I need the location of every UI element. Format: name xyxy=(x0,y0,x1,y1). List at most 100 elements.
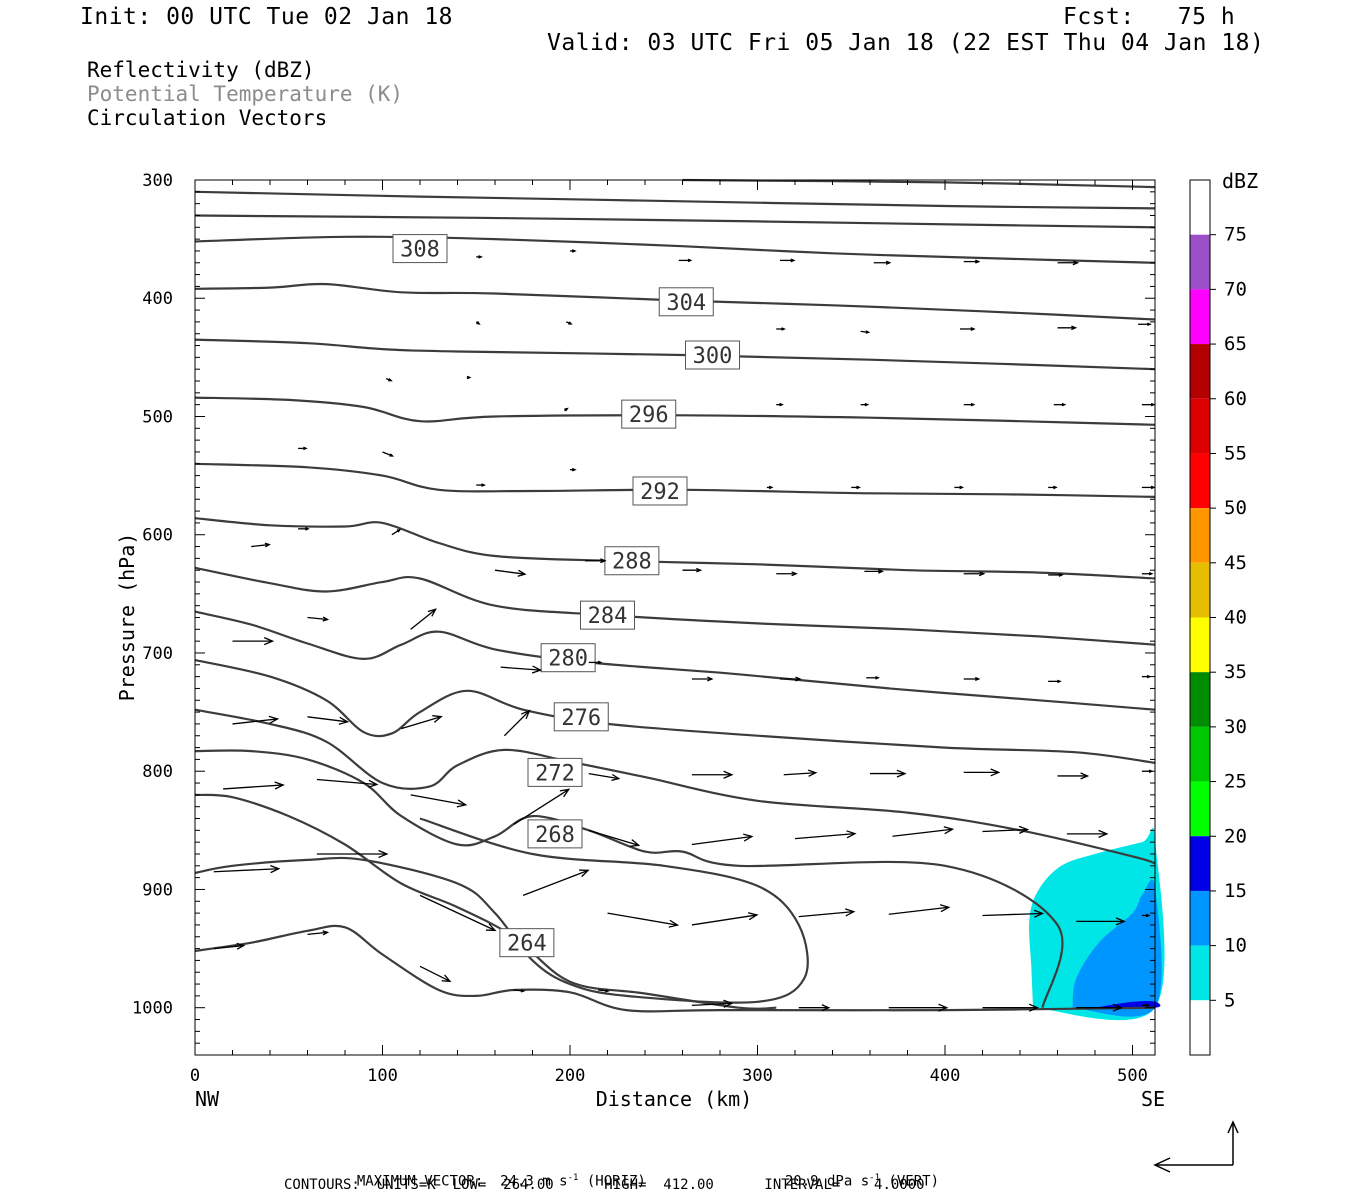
circulation-vector xyxy=(780,676,802,682)
circulation-vector xyxy=(794,830,857,840)
circulation-vector xyxy=(954,485,965,490)
circulation-vector xyxy=(982,909,1045,918)
max-vector-horiz-tail: (HORIZ) xyxy=(578,1173,646,1190)
contour-label-276: 276 xyxy=(561,706,601,731)
colorbar-label: 10 xyxy=(1224,935,1247,957)
theta-contour-12 xyxy=(194,817,809,1004)
contour-label-box-300 xyxy=(685,340,740,370)
circulation-vector xyxy=(982,825,1030,834)
contour-label-box-276 xyxy=(553,702,609,732)
contour-label-280: 280 xyxy=(548,647,588,672)
left-end-label: NW xyxy=(195,1087,220,1111)
theta-contour-300 xyxy=(194,338,1156,371)
colorbar-segment xyxy=(1190,289,1210,345)
circulation-vector xyxy=(476,483,486,487)
circulation-vector xyxy=(1141,571,1154,576)
colorbar-label: 75 xyxy=(1224,224,1247,246)
theta-contour-308 xyxy=(194,235,1156,264)
circulation-vector xyxy=(307,930,330,936)
colorbar-label: 30 xyxy=(1224,716,1247,738)
circulation-vector xyxy=(500,665,543,674)
y-tick-label: 300 xyxy=(142,171,173,191)
colorbar-segment xyxy=(1190,945,1210,1001)
theta-contour-15 xyxy=(194,214,1156,229)
circulation-vector xyxy=(888,1003,949,1012)
circulation-vector xyxy=(776,327,786,331)
contour-label-box-296 xyxy=(621,399,677,429)
contour-label-box-308 xyxy=(392,234,448,264)
circulation-vector xyxy=(466,375,472,380)
contour-label-box-304 xyxy=(658,287,714,317)
circulation-vector xyxy=(691,999,734,1008)
circulation-vector xyxy=(232,715,280,725)
y-tick-label: 900 xyxy=(142,880,173,900)
circulation-vector xyxy=(513,788,571,825)
valid-time: Valid: 03 UTC Fri 05 Jan 18 (22 EST Thu … xyxy=(547,30,1265,56)
colorbar-label: 40 xyxy=(1224,607,1247,629)
circulation-vector xyxy=(1138,322,1152,327)
circulation-vector xyxy=(1141,913,1151,918)
circulation-vector xyxy=(1048,572,1064,577)
circulation-vector xyxy=(223,781,285,790)
axis-layer: 300 400 500 600 700 800 900 1000 0 100 200 300 400 50… xyxy=(132,171,1155,1086)
max-vector-horiz-text: MAXIMUM VECTOR: 24.3 m s xyxy=(356,1173,568,1190)
circulation-vector xyxy=(866,676,880,680)
circulation-vector xyxy=(419,894,497,932)
circulation-vector xyxy=(607,912,680,928)
colorbar-segment xyxy=(1190,398,1210,454)
colorbar-segment xyxy=(1190,180,1210,235)
max-vector-horiz-exponent: -1 xyxy=(567,1173,579,1183)
circulation-vector xyxy=(513,988,526,993)
theta-contour-284 xyxy=(194,566,1156,646)
max-vector-vert-text: 20.9 dPa s xyxy=(784,1173,870,1190)
colorbar-segment xyxy=(1190,562,1210,618)
contour-label-284: 284 xyxy=(588,604,628,629)
circulation-vector xyxy=(522,869,590,896)
vectors-field-title: Circulation Vectors xyxy=(87,106,328,130)
theta-contour-276 xyxy=(194,659,1156,764)
theta-contour-264 xyxy=(194,793,777,1010)
x-tick-label: 100 xyxy=(367,1066,398,1086)
init-time: Init: 00 UTC Tue 02 Jan 18 xyxy=(80,4,454,30)
circulation-vector xyxy=(566,321,573,325)
circulation-vector xyxy=(691,770,734,779)
reference-vector-icon xyxy=(1153,1120,1239,1173)
colorbar-segment xyxy=(1190,234,1210,290)
colorbar-segment xyxy=(1190,453,1210,509)
x-tick-label: 400 xyxy=(930,1066,961,1086)
colorbar-segment xyxy=(1190,508,1210,563)
circulation-vector xyxy=(386,378,393,382)
circulation-vector xyxy=(598,988,610,993)
contour-label-268: 268 xyxy=(535,823,575,848)
circulation-vector xyxy=(888,904,951,915)
max-vector-vert-exponent: -1 xyxy=(869,1173,880,1183)
circulation-vector xyxy=(691,676,714,682)
circulation-vector xyxy=(1053,402,1067,407)
max-vector-vert-tail: (VERT) xyxy=(880,1173,940,1190)
theta-contour-304 xyxy=(194,282,1156,321)
circulation-vector xyxy=(213,942,246,950)
colorbar-label: 50 xyxy=(1224,497,1247,519)
circulation-vector xyxy=(798,1004,831,1012)
circulation-vector xyxy=(307,716,350,725)
theta-contour-292 xyxy=(194,462,1156,498)
circulation-vector xyxy=(963,676,981,682)
x-tick-label: 500 xyxy=(1117,1066,1148,1086)
contour-label-296: 296 xyxy=(629,403,669,428)
circulation-vector xyxy=(410,608,437,630)
circulation-vector xyxy=(401,715,443,730)
colorbar-label: 55 xyxy=(1224,442,1247,464)
contour-info-note: CONTOURS: UNITS=K LOW= 264.00 HIGH= 412.… xyxy=(284,1177,925,1193)
circulation-vector xyxy=(298,527,310,531)
contour-label-box-288 xyxy=(604,546,660,576)
colorbar-label: 35 xyxy=(1224,661,1247,683)
circulation-vector xyxy=(691,833,754,846)
circulation-vector xyxy=(776,571,798,577)
contour-label-box-268 xyxy=(527,819,583,849)
circulation-vector xyxy=(776,402,784,407)
circulation-vector xyxy=(1048,485,1058,490)
circulation-vector xyxy=(475,321,481,325)
y-tick-label: 500 xyxy=(142,407,173,427)
circulation-vector xyxy=(494,569,527,577)
